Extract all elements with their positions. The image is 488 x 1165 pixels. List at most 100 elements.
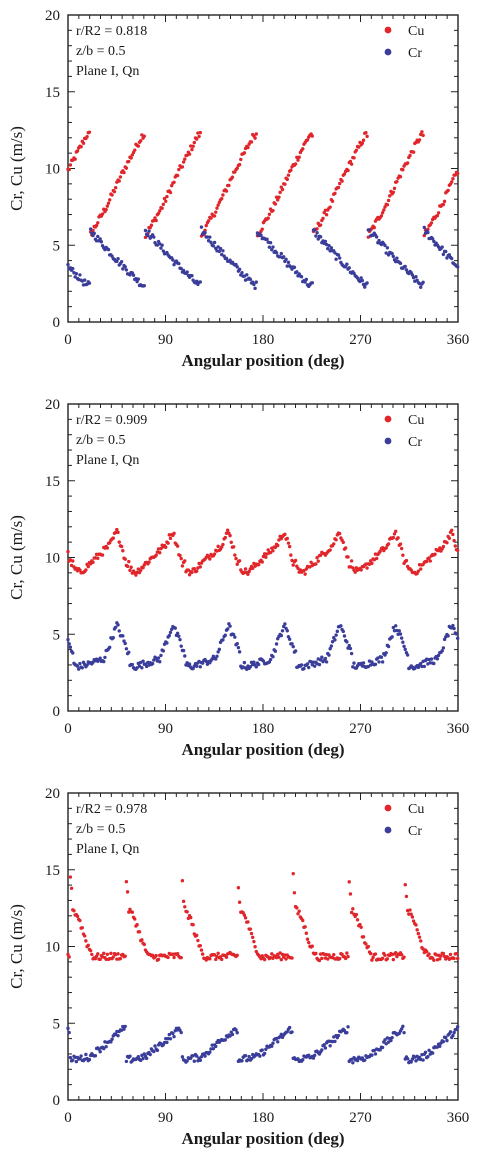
data-point [332, 542, 336, 546]
data-point [441, 202, 446, 207]
data-point [208, 235, 212, 239]
data-point [105, 952, 110, 956]
data-point [224, 955, 229, 959]
data-point [225, 627, 230, 631]
annotation-line: r/R2 = 0.909 [76, 413, 147, 428]
data-point [286, 541, 291, 545]
data-point [75, 914, 80, 919]
data-point [373, 662, 378, 667]
data-point [419, 567, 423, 571]
data-point [78, 661, 82, 666]
data-point [441, 1039, 446, 1044]
data-point [455, 956, 460, 961]
data-point [292, 265, 297, 270]
data-point [98, 957, 102, 962]
data-point [186, 568, 191, 572]
data-point [86, 943, 90, 948]
data-point [435, 657, 440, 661]
data-point [273, 649, 278, 653]
data-point [152, 235, 156, 239]
data-point [336, 185, 341, 190]
data-point [235, 166, 239, 170]
data-point [175, 631, 180, 636]
data-point [116, 530, 120, 535]
data-point [427, 1048, 431, 1052]
data-point [360, 278, 365, 283]
data-point [398, 175, 403, 179]
data-point [430, 237, 435, 241]
data-point [386, 542, 391, 546]
data-point [305, 662, 310, 666]
data-point [422, 664, 427, 669]
data-point [246, 145, 250, 150]
data-point [153, 216, 157, 220]
data-point [335, 629, 340, 634]
data-point [342, 634, 347, 638]
data-point [243, 916, 248, 920]
data-point [333, 638, 337, 642]
y-tick-label: 15 [45, 863, 60, 879]
data-point [392, 186, 397, 191]
data-point [363, 1058, 367, 1062]
data-point [233, 553, 237, 557]
data-point [336, 253, 341, 257]
data-point [421, 280, 425, 285]
data-point [305, 138, 310, 142]
data-point [66, 262, 70, 267]
data-point [373, 1052, 378, 1056]
data-point [165, 194, 169, 199]
data-point [312, 1053, 317, 1058]
data-point [172, 1034, 176, 1039]
data-point [67, 1030, 71, 1035]
data-point [267, 245, 272, 249]
data-point [405, 1057, 410, 1061]
x-tick-label: 0 [64, 721, 72, 737]
data-point [240, 1059, 244, 1063]
data-point [455, 1025, 460, 1029]
series-cu [66, 130, 460, 240]
data-point [88, 948, 93, 953]
data-point [450, 528, 454, 532]
data-point [310, 944, 314, 948]
data-point [320, 956, 324, 961]
data-point [123, 557, 127, 561]
data-point [106, 201, 111, 205]
data-point [125, 564, 130, 569]
data-point [231, 632, 236, 637]
data-point [223, 633, 227, 637]
x-tick-label: 360 [447, 332, 470, 348]
data-point [181, 160, 186, 164]
data-point [233, 635, 237, 639]
data-point [322, 1043, 326, 1047]
data-point [73, 275, 77, 279]
data-point [187, 152, 192, 156]
data-point [402, 955, 406, 959]
data-point [129, 565, 133, 569]
data-point [88, 227, 93, 231]
data-point [399, 636, 404, 640]
data-point [223, 535, 227, 540]
data-point [249, 931, 254, 936]
data-point [221, 542, 225, 547]
data-point [205, 235, 210, 239]
data-point [198, 130, 202, 135]
data-point [435, 213, 440, 218]
data-point [159, 246, 163, 250]
data-point [105, 546, 110, 550]
data-point [379, 655, 384, 659]
data-point [237, 900, 242, 904]
data-point [345, 1030, 349, 1035]
data-point [355, 918, 360, 922]
data-point [187, 662, 192, 666]
data-point [208, 1050, 212, 1054]
data-point [71, 266, 75, 271]
y-tick-label: 20 [45, 397, 60, 413]
data-point [122, 1027, 126, 1031]
data-point [384, 651, 388, 655]
data-point [401, 553, 405, 557]
data-point [259, 233, 263, 238]
data-point [260, 560, 264, 564]
data-point [136, 1055, 141, 1059]
data-point [237, 650, 242, 654]
data-point [158, 659, 162, 664]
